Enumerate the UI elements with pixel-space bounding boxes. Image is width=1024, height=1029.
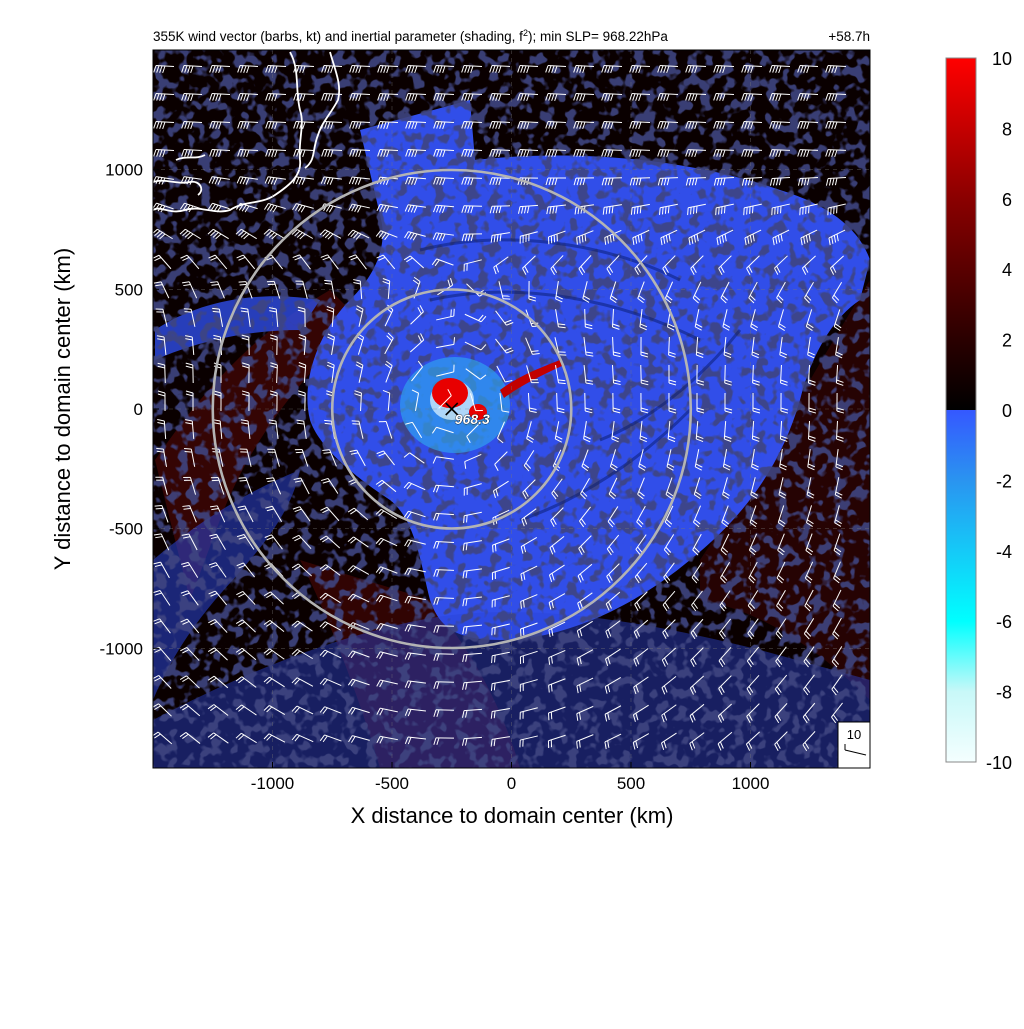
x-tick-label: 500 — [617, 774, 645, 793]
y-axis-label: Y distance to domain center (km) — [50, 248, 75, 570]
colorbar-tick-label: -4 — [996, 542, 1012, 562]
colorbar-ticks: 10 8 6 4 2 0 -2 -4 -6 -8 -10 — [986, 49, 1012, 773]
reference-barb: 10 — [838, 722, 870, 768]
colorbar-tick-label: 0 — [1002, 401, 1012, 421]
colorbar — [946, 58, 976, 762]
colorbar-tick-label: -10 — [986, 753, 1012, 773]
x-tick-label: 1000 — [732, 774, 770, 793]
y-tick-label: 0 — [134, 400, 143, 419]
y-axis-ticks: -1000 -500 0 500 1000 — [100, 161, 159, 659]
colorbar-tick-label: 2 — [1002, 331, 1012, 351]
colorbar-tick-label: 8 — [1002, 119, 1012, 139]
colorbar-tick-label: -8 — [996, 683, 1012, 703]
y-tick-label: -1000 — [100, 639, 143, 658]
plot-area: 968.3 10 — [152, 50, 870, 768]
colorbar-tick-label: -6 — [996, 612, 1012, 632]
y-tick-label: -500 — [109, 520, 143, 539]
x-tick-label: -500 — [375, 774, 409, 793]
y-tick-label: 500 — [115, 280, 143, 299]
y-tick-label: 1000 — [105, 161, 143, 180]
colorbar-tick-label: 6 — [1002, 190, 1012, 210]
x-tick-label: 0 — [507, 774, 516, 793]
chart-title: 355K wind vector (barbs, kt) and inertia… — [153, 28, 668, 44]
min-slp-label: 968.3 — [455, 411, 490, 427]
colorbar-tick-label: 4 — [1002, 260, 1012, 280]
forecast-time-label: +58.7h — [828, 29, 870, 44]
x-tick-label: -1000 — [251, 774, 294, 793]
x-axis-label: X distance to domain center (km) — [351, 803, 674, 828]
colorbar-tick-label: -2 — [996, 471, 1012, 491]
reference-barb-label: 10 — [847, 727, 861, 742]
colorbar-tick-label: 10 — [992, 49, 1012, 69]
